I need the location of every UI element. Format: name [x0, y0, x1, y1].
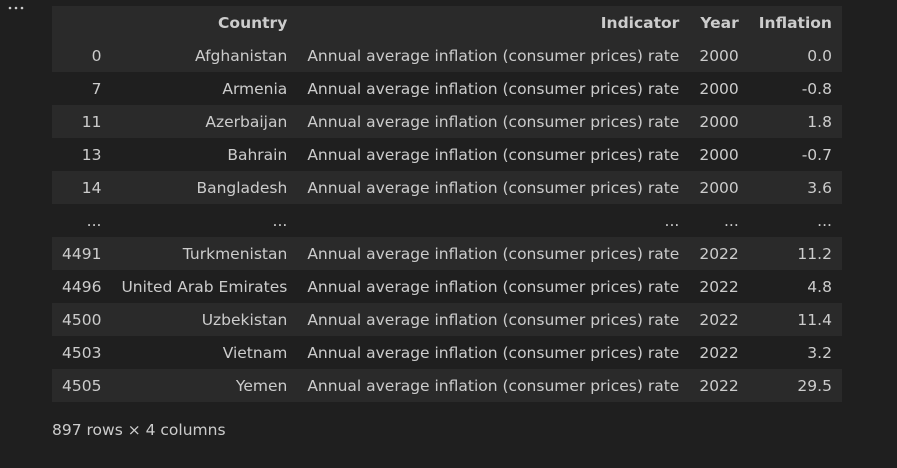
cell-year: 2022 [699, 277, 739, 296]
cell-year: 2022 [699, 343, 739, 362]
cell-inflation: -0.7 [801, 145, 832, 164]
row-index: 14 [81, 178, 102, 197]
dataframe-shape-summary: 897 rows × 4 columns [52, 421, 226, 439]
cell-year: 2000 [699, 79, 739, 98]
header-index [52, 6, 112, 39]
table-row: 4500 Uzbekistan Annual average inflation (… [52, 303, 842, 336]
table-row: 0 Afghanistan Annual average inflation (co… [52, 39, 842, 72]
table-row: 13 Bahrain Annual average inflation (consu… [52, 138, 842, 171]
cell-inflation: 11.2 [797, 244, 832, 263]
row-index: 0 [91, 46, 102, 65]
cell-country: Yemen [235, 376, 288, 395]
cell-country: Bahrain [227, 145, 288, 164]
cell-indicator: Annual average inflation (consumer price… [307, 310, 680, 329]
cell-indicator: ... [664, 211, 680, 230]
cell-inflation: -0.8 [801, 79, 832, 98]
table-row: 4503 Vietnam Annual average inflation (con… [52, 336, 842, 369]
cell-country: Bangladesh [196, 178, 288, 197]
cell-year: 2000 [699, 46, 739, 65]
cell-inflation: 1.8 [807, 112, 832, 131]
cell-indicator: Annual average inflation (consumer price… [307, 46, 680, 65]
cell-indicator: Annual average inflation (consumer price… [307, 145, 680, 164]
cell-indicator: Annual average inflation (consumer price… [307, 376, 680, 395]
cell-inflation: 3.6 [807, 178, 832, 197]
table-row: 7 Armenia Annual average inflation (consum… [52, 72, 842, 105]
row-index: 4496 [62, 277, 102, 296]
table-row: 14 Bangladesh Annual average inflation (co… [52, 171, 842, 204]
cell-indicator: Annual average inflation (consumer price… [307, 178, 680, 197]
table-row: 11 Azerbaijan Annual average inflation (co… [52, 105, 842, 138]
cell-inflation: 11.4 [797, 310, 832, 329]
header-year: Year [689, 6, 749, 39]
cell-year: 2000 [699, 178, 739, 197]
dataframe-table: Country Indicator Year Inflation 0 Afghan… [52, 6, 842, 402]
cell-output-menu-button[interactable] [6, 2, 26, 22]
cell-country: Vietnam [222, 343, 288, 362]
table-row: 4491 Turkmenistan Annual average inflation… [52, 237, 842, 270]
cell-country: ... [272, 211, 288, 230]
cell-indicator: Annual average inflation (consumer price… [307, 112, 680, 131]
row-index: 7 [91, 79, 102, 98]
cell-year: 2022 [699, 376, 739, 395]
header-inflation: Inflation [748, 6, 842, 39]
cell-country: Uzbekistan [201, 310, 288, 329]
table-row: 4505 Yemen Annual average inflation (consu… [52, 369, 842, 402]
cell-country: Armenia [222, 79, 288, 98]
cell-inflation: 4.8 [807, 277, 832, 296]
cell-country: United Arab Emirates [121, 277, 288, 296]
cell-year: ... [724, 211, 739, 230]
cell-country: Azerbaijan [205, 112, 288, 131]
header-indicator: Indicator [297, 6, 690, 39]
cell-inflation: ... [817, 211, 832, 230]
row-index: ... [86, 211, 102, 230]
cell-indicator: Annual average inflation (consumer price… [307, 343, 680, 362]
row-index: 13 [81, 145, 102, 164]
row-index: 4505 [62, 376, 102, 395]
table-header-row: Country Indicator Year Inflation [52, 6, 842, 39]
cell-inflation: 0.0 [807, 46, 832, 65]
cell-inflation: 3.2 [807, 343, 832, 362]
cell-year: 2000 [699, 112, 739, 131]
row-index: 4503 [62, 343, 102, 362]
table-row: 4496 United Arab Emirates Annual average i… [52, 270, 842, 303]
cell-country: Turkmenistan [182, 244, 288, 263]
cell-inflation: 29.5 [797, 376, 832, 395]
cell-country: Afghanistan [195, 46, 288, 65]
cell-year: 2022 [699, 244, 739, 263]
row-index: 11 [81, 112, 102, 131]
header-country: Country [111, 6, 298, 39]
cell-year: 2000 [699, 145, 739, 164]
ellipsis-icon [8, 6, 24, 10]
cell-indicator: Annual average inflation (consumer price… [307, 244, 680, 263]
row-index: 4500 [62, 310, 102, 329]
cell-year: 2022 [699, 310, 739, 329]
row-index: 4491 [62, 244, 102, 263]
table-row: ............... [52, 204, 842, 237]
cell-indicator: Annual average inflation (consumer price… [307, 79, 680, 98]
cell-indicator: Annual average inflation (consumer price… [307, 277, 680, 296]
